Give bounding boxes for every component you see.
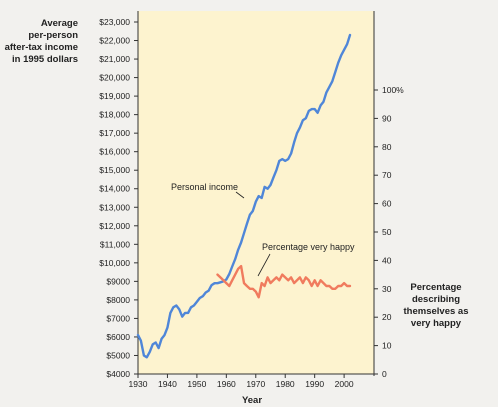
right-tick-label: 80 — [382, 142, 392, 152]
left-tick-label: $10,000 — [99, 258, 130, 268]
x-axis-ticks: 1930 1940 1950 1960 1970 1980 1990 2000 — [129, 374, 354, 389]
left-tick-label: $11,000 — [100, 239, 130, 249]
right-axis-title: Percentage describing themselves as very… — [404, 282, 469, 329]
left-tick-label: $16,000 — [99, 147, 130, 157]
right-tick-label: 70 — [382, 170, 392, 180]
left-axis-ticks: $4000 $5000 $6000 $7000 $8000 $9000 $10,000 $11… — [99, 17, 138, 379]
left-tick-label: $19,000 — [99, 91, 130, 101]
left-axis-title: Average per-person after-tax income in 1… — [5, 18, 79, 65]
left-axis-title-line-4: in 1995 dollars — [12, 54, 78, 65]
left-tick-label: $20,000 — [99, 73, 130, 83]
right-tick-label: 0 — [382, 369, 387, 379]
left-tick-label: $5000 — [106, 350, 130, 360]
annotation-personal-income-leader — [235, 191, 245, 199]
right-tick-label: 20 — [382, 312, 392, 322]
x-tick-label: 1960 — [217, 379, 236, 389]
percentage-very-happy-line — [216, 264, 352, 299]
left-tick-label: $8000 — [106, 295, 130, 305]
annotation-personal-income-label: Personal income — [171, 182, 238, 192]
annotation-percentage-very-happy: Percentage very happy — [257, 242, 355, 277]
left-axis-title-line-2: per-person — [28, 30, 78, 41]
x-tick-label: 1950 — [187, 379, 206, 389]
left-axis-title-line-3: after-tax income — [5, 42, 78, 53]
annotation-percentage-very-happy-label: Percentage very happy — [262, 242, 355, 252]
right-tick-label: 100% — [382, 85, 404, 95]
x-tick-label: 1980 — [276, 379, 295, 389]
x-tick-label: 1990 — [305, 379, 324, 389]
left-tick-label: $12,000 — [99, 221, 130, 231]
left-tick-label: $18,000 — [99, 110, 130, 120]
right-axis-title-line-3: themselves as — [404, 306, 469, 317]
right-tick-label: 50 — [382, 227, 392, 237]
right-axis-title-line-2: describing — [412, 294, 460, 305]
x-tick-label: 2000 — [335, 379, 354, 389]
x-tick-label: 1930 — [129, 379, 148, 389]
right-axis-title-line-1: Percentage — [410, 282, 461, 293]
left-tick-label: $6000 — [106, 332, 130, 342]
x-tick-label: 1940 — [158, 379, 177, 389]
annotation-percentage-very-happy-leader — [257, 253, 271, 277]
left-tick-label: $13,000 — [99, 202, 130, 212]
right-tick-label: 30 — [382, 284, 392, 294]
left-tick-label: $7000 — [106, 313, 130, 323]
left-axis-title-line-1: Average — [41, 18, 78, 29]
left-tick-label: $23,000 — [99, 17, 130, 27]
left-tick-label: $17,000 — [99, 128, 130, 138]
annotation-personal-income: Personal income — [171, 182, 245, 199]
chart-series — [136, 33, 352, 359]
left-tick-label: $22,000 — [99, 36, 130, 46]
x-axis-title: Year — [242, 395, 262, 406]
left-tick-label: $9000 — [106, 276, 130, 286]
left-tick-label: $14,000 — [99, 184, 130, 194]
right-tick-label: 40 — [382, 255, 392, 265]
left-tick-label: $21,000 — [99, 54, 130, 64]
right-axis-title-line-4: very happy — [411, 318, 462, 329]
right-tick-label: 60 — [382, 199, 392, 209]
right-tick-label: 10 — [382, 341, 392, 351]
left-tick-label: $15,000 — [99, 165, 130, 175]
personal-income-line — [136, 33, 352, 359]
left-tick-label: $4000 — [106, 369, 130, 379]
x-tick-label: 1970 — [246, 379, 265, 389]
right-tick-label: 90 — [382, 113, 392, 123]
right-axis-ticks: 0 10 20 30 40 50 60 70 80 90 100% — [374, 85, 404, 379]
